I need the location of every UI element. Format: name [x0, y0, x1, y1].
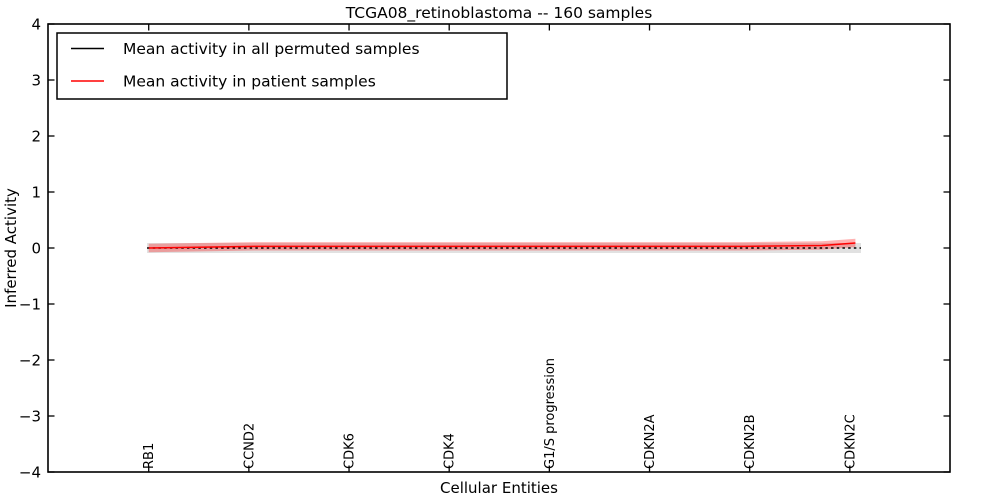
- x-tick-label: CDKN2B: [743, 414, 758, 469]
- y-tick-label: 1: [31, 184, 41, 202]
- legend-label-0: Mean activity in all permuted samples: [123, 40, 420, 58]
- y-axis-label: Inferred Activity: [2, 188, 20, 308]
- y-tick-label: 2: [31, 128, 41, 146]
- y-tick-label: −4: [19, 464, 41, 482]
- legend-box: [56, 32, 508, 100]
- plot-area: 4 3 2 1 0 −1 −2 −3 −4 RB1 CCND2 CDK6 CDK4 G1/S progre…: [19, 16, 951, 482]
- x-tick-label: CDK6: [343, 433, 358, 469]
- y-tick-label: −3: [19, 408, 41, 426]
- y-tick-label: 3: [31, 72, 41, 90]
- chart-title: TCGA08_retinoblastoma -- 160 samples: [345, 4, 653, 23]
- x-axis-label: Cellular Entities: [440, 479, 558, 497]
- legend-label-1: Mean activity in patient samples: [123, 73, 376, 91]
- y-tick-label: −1: [19, 296, 41, 314]
- x-tick-label: CDKN2C: [843, 414, 858, 469]
- series-line-1: [148, 242, 856, 249]
- x-tick-label: CCND2: [242, 423, 257, 469]
- axes-frame: [47, 23, 951, 473]
- y-tick-label: 0: [31, 240, 41, 258]
- x-tick-label: CDKN2A: [643, 414, 658, 469]
- series-band-0: [147, 242, 861, 254]
- y-tick-label: −2: [19, 352, 41, 370]
- x-tick-label: G1/S progression: [543, 358, 558, 469]
- x-tick-label: RB1: [142, 443, 157, 469]
- series-band-1: [148, 238, 856, 253]
- x-tick-label: CDK4: [443, 433, 458, 469]
- y-tick-label: 4: [31, 16, 41, 34]
